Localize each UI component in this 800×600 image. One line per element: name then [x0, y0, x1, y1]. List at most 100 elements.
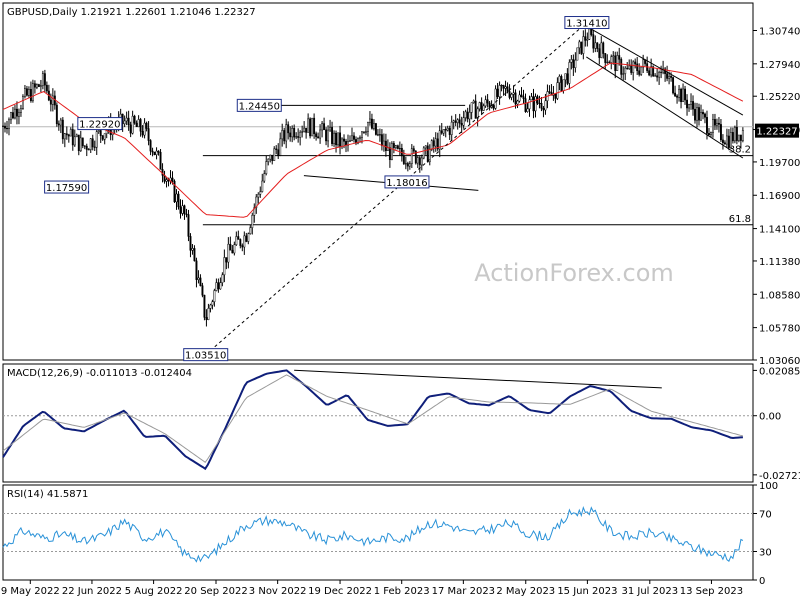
- candle-body: [209, 304, 212, 309]
- candle-body: [137, 119, 140, 128]
- candle-body: [532, 96, 535, 112]
- candle-body: [626, 67, 629, 70]
- y-tick-label: 1.19700: [759, 158, 800, 169]
- candle-body: [712, 119, 714, 133]
- candle-body: [739, 134, 742, 141]
- candle-body: [267, 158, 270, 162]
- candle-body: [215, 282, 218, 291]
- candle-body: [424, 145, 427, 149]
- candle-body: [181, 205, 184, 214]
- candle-body: [474, 100, 477, 119]
- candle-body: [574, 59, 577, 68]
- x-tick-label: 17 Mar 2023: [432, 586, 495, 597]
- candle-body: [287, 124, 290, 134]
- candle-body: [16, 108, 18, 117]
- candle-body: [357, 138, 359, 144]
- price-label-box: [384, 175, 430, 189]
- price-label-text: 1.31410: [566, 19, 607, 30]
- price-panel: ActionForex.com 1.30740 1.27940 1.25220 1.22…: [2, 7, 800, 367]
- candle-body: [81, 137, 84, 147]
- macd-trend-line: [294, 369, 662, 389]
- candle-body: [135, 122, 138, 128]
- candle-body: [448, 127, 451, 135]
- candle-body: [398, 147, 401, 150]
- candle-body: [610, 56, 613, 63]
- candle-body: [265, 161, 268, 174]
- trend-line: [586, 56, 744, 159]
- candle-body: [79, 137, 82, 151]
- x-tick-label: 13 Sep 2023: [680, 586, 743, 597]
- candle-body: [343, 138, 345, 142]
- candle-body: [376, 134, 379, 136]
- candle-body: [704, 113, 706, 118]
- candle-body: [139, 119, 142, 132]
- price-label: 1.03510: [183, 348, 229, 362]
- candle-body: [229, 243, 232, 251]
- candle-body: [530, 96, 533, 101]
- candle-body: [538, 102, 541, 104]
- candle-body: [8, 119, 10, 130]
- candle-body: [263, 173, 266, 182]
- candle-body: [652, 66, 655, 77]
- candle-body: [632, 61, 635, 73]
- candle-body: [307, 118, 310, 133]
- candle-body: [602, 42, 605, 54]
- candle-body: [624, 67, 627, 74]
- candle-body: [514, 92, 517, 105]
- candle-body: [127, 117, 130, 126]
- candle-body: [323, 123, 326, 131]
- candle-body: [680, 88, 683, 103]
- candle-body: [55, 104, 58, 125]
- candle-body: [19, 108, 22, 113]
- candle-body: [157, 150, 160, 153]
- candle-body: [725, 135, 728, 145]
- candle-body: [303, 127, 306, 132]
- candle-body: [564, 73, 567, 81]
- candle-body: [500, 85, 503, 87]
- candle-body: [452, 120, 455, 123]
- candle-body: [6, 127, 8, 130]
- candle-body: [59, 119, 62, 126]
- candle-body: [426, 145, 429, 162]
- candle-body: [540, 102, 543, 109]
- candle-body: [217, 282, 220, 290]
- candle-body: [450, 121, 453, 135]
- candle-body: [518, 94, 521, 102]
- candle-body: [634, 61, 637, 65]
- x-tick-label: 22 Jun 2022: [62, 586, 122, 597]
- rsi-header: RSI(14) 41.5871: [7, 489, 88, 500]
- y-tick-label: 70: [759, 510, 772, 521]
- y-tick-label: 1.27940: [759, 60, 800, 71]
- candle-body: [636, 63, 639, 72]
- moving-average-line: [2, 62, 744, 218]
- y-tick-label: 100: [759, 481, 778, 492]
- candle-body: [548, 91, 551, 93]
- candle-body: [49, 99, 52, 105]
- candle-body: [33, 83, 36, 88]
- candle-body: [101, 135, 104, 140]
- candle-body: [271, 154, 274, 161]
- candle-body: [422, 147, 425, 159]
- candle-body: [460, 123, 463, 126]
- candle-body: [155, 150, 158, 155]
- y-tick-label: 1.16900: [759, 191, 800, 202]
- candle-body: [674, 92, 677, 97]
- candle-body: [600, 42, 603, 58]
- candle-body: [23, 88, 26, 97]
- candle-body: [542, 107, 545, 111]
- candle-body: [492, 105, 495, 109]
- candle-body: [41, 73, 44, 86]
- candle-body: [311, 117, 314, 137]
- candle-body: [382, 140, 385, 146]
- candle-body: [694, 108, 696, 121]
- candle-body: [305, 127, 308, 133]
- candle-body: [329, 127, 332, 131]
- candle-body: [125, 117, 128, 122]
- candle-body: [4, 125, 6, 129]
- candle-body: [245, 235, 248, 242]
- candle-body: [95, 131, 98, 148]
- candle-body: [682, 88, 684, 103]
- candle-body: [520, 94, 523, 97]
- candle-body: [131, 115, 134, 134]
